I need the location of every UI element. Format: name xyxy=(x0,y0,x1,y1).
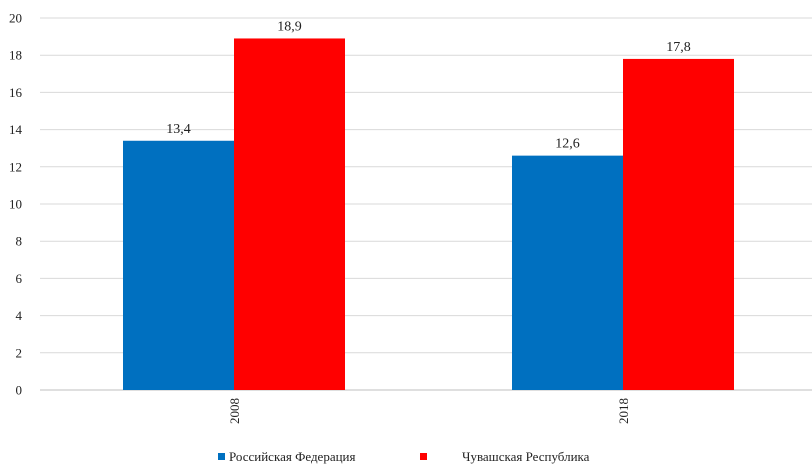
y-tick-label: 4 xyxy=(16,308,23,323)
bar-chr-2018 xyxy=(623,58,734,391)
y-tick-label: 2 xyxy=(16,345,23,360)
y-tick-label: 14 xyxy=(9,122,23,137)
y-tick-label: 18 xyxy=(9,48,22,63)
y-tick-label: 16 xyxy=(9,85,23,100)
bars xyxy=(123,38,734,391)
data-label: 17,8 xyxy=(666,40,691,55)
data-labels: 13,4 18,9 12,6 17,8 xyxy=(166,19,691,151)
bar-rf-2008 xyxy=(123,140,234,390)
x-axis-categories: 2008 2018 xyxy=(227,398,631,424)
legend-swatch xyxy=(420,453,427,460)
legend-swatch xyxy=(218,453,225,460)
y-axis-ticks: 0 2 4 6 8 10 12 14 16 18 20 xyxy=(9,11,23,398)
bar-rf-2018 xyxy=(512,155,623,390)
data-label: 18,9 xyxy=(277,19,302,34)
legend: Российская Федерация Чувашская Республика xyxy=(218,449,590,464)
data-label: 12,6 xyxy=(555,137,580,152)
bar-chr-2008 xyxy=(234,38,345,391)
data-label: 13,4 xyxy=(166,122,191,137)
legend-label: Российская Федерация xyxy=(229,449,356,464)
y-tick-label: 0 xyxy=(16,383,23,398)
y-tick-label: 12 xyxy=(9,159,22,174)
y-tick-label: 10 xyxy=(9,197,22,212)
y-tick-label: 20 xyxy=(9,11,22,26)
legend-label: Чувашская Республика xyxy=(462,449,590,464)
y-tick-label: 8 xyxy=(16,234,23,249)
y-tick-label: 6 xyxy=(16,271,23,286)
x-category-label: 2018 xyxy=(616,398,631,424)
x-category-label: 2008 xyxy=(227,398,242,424)
